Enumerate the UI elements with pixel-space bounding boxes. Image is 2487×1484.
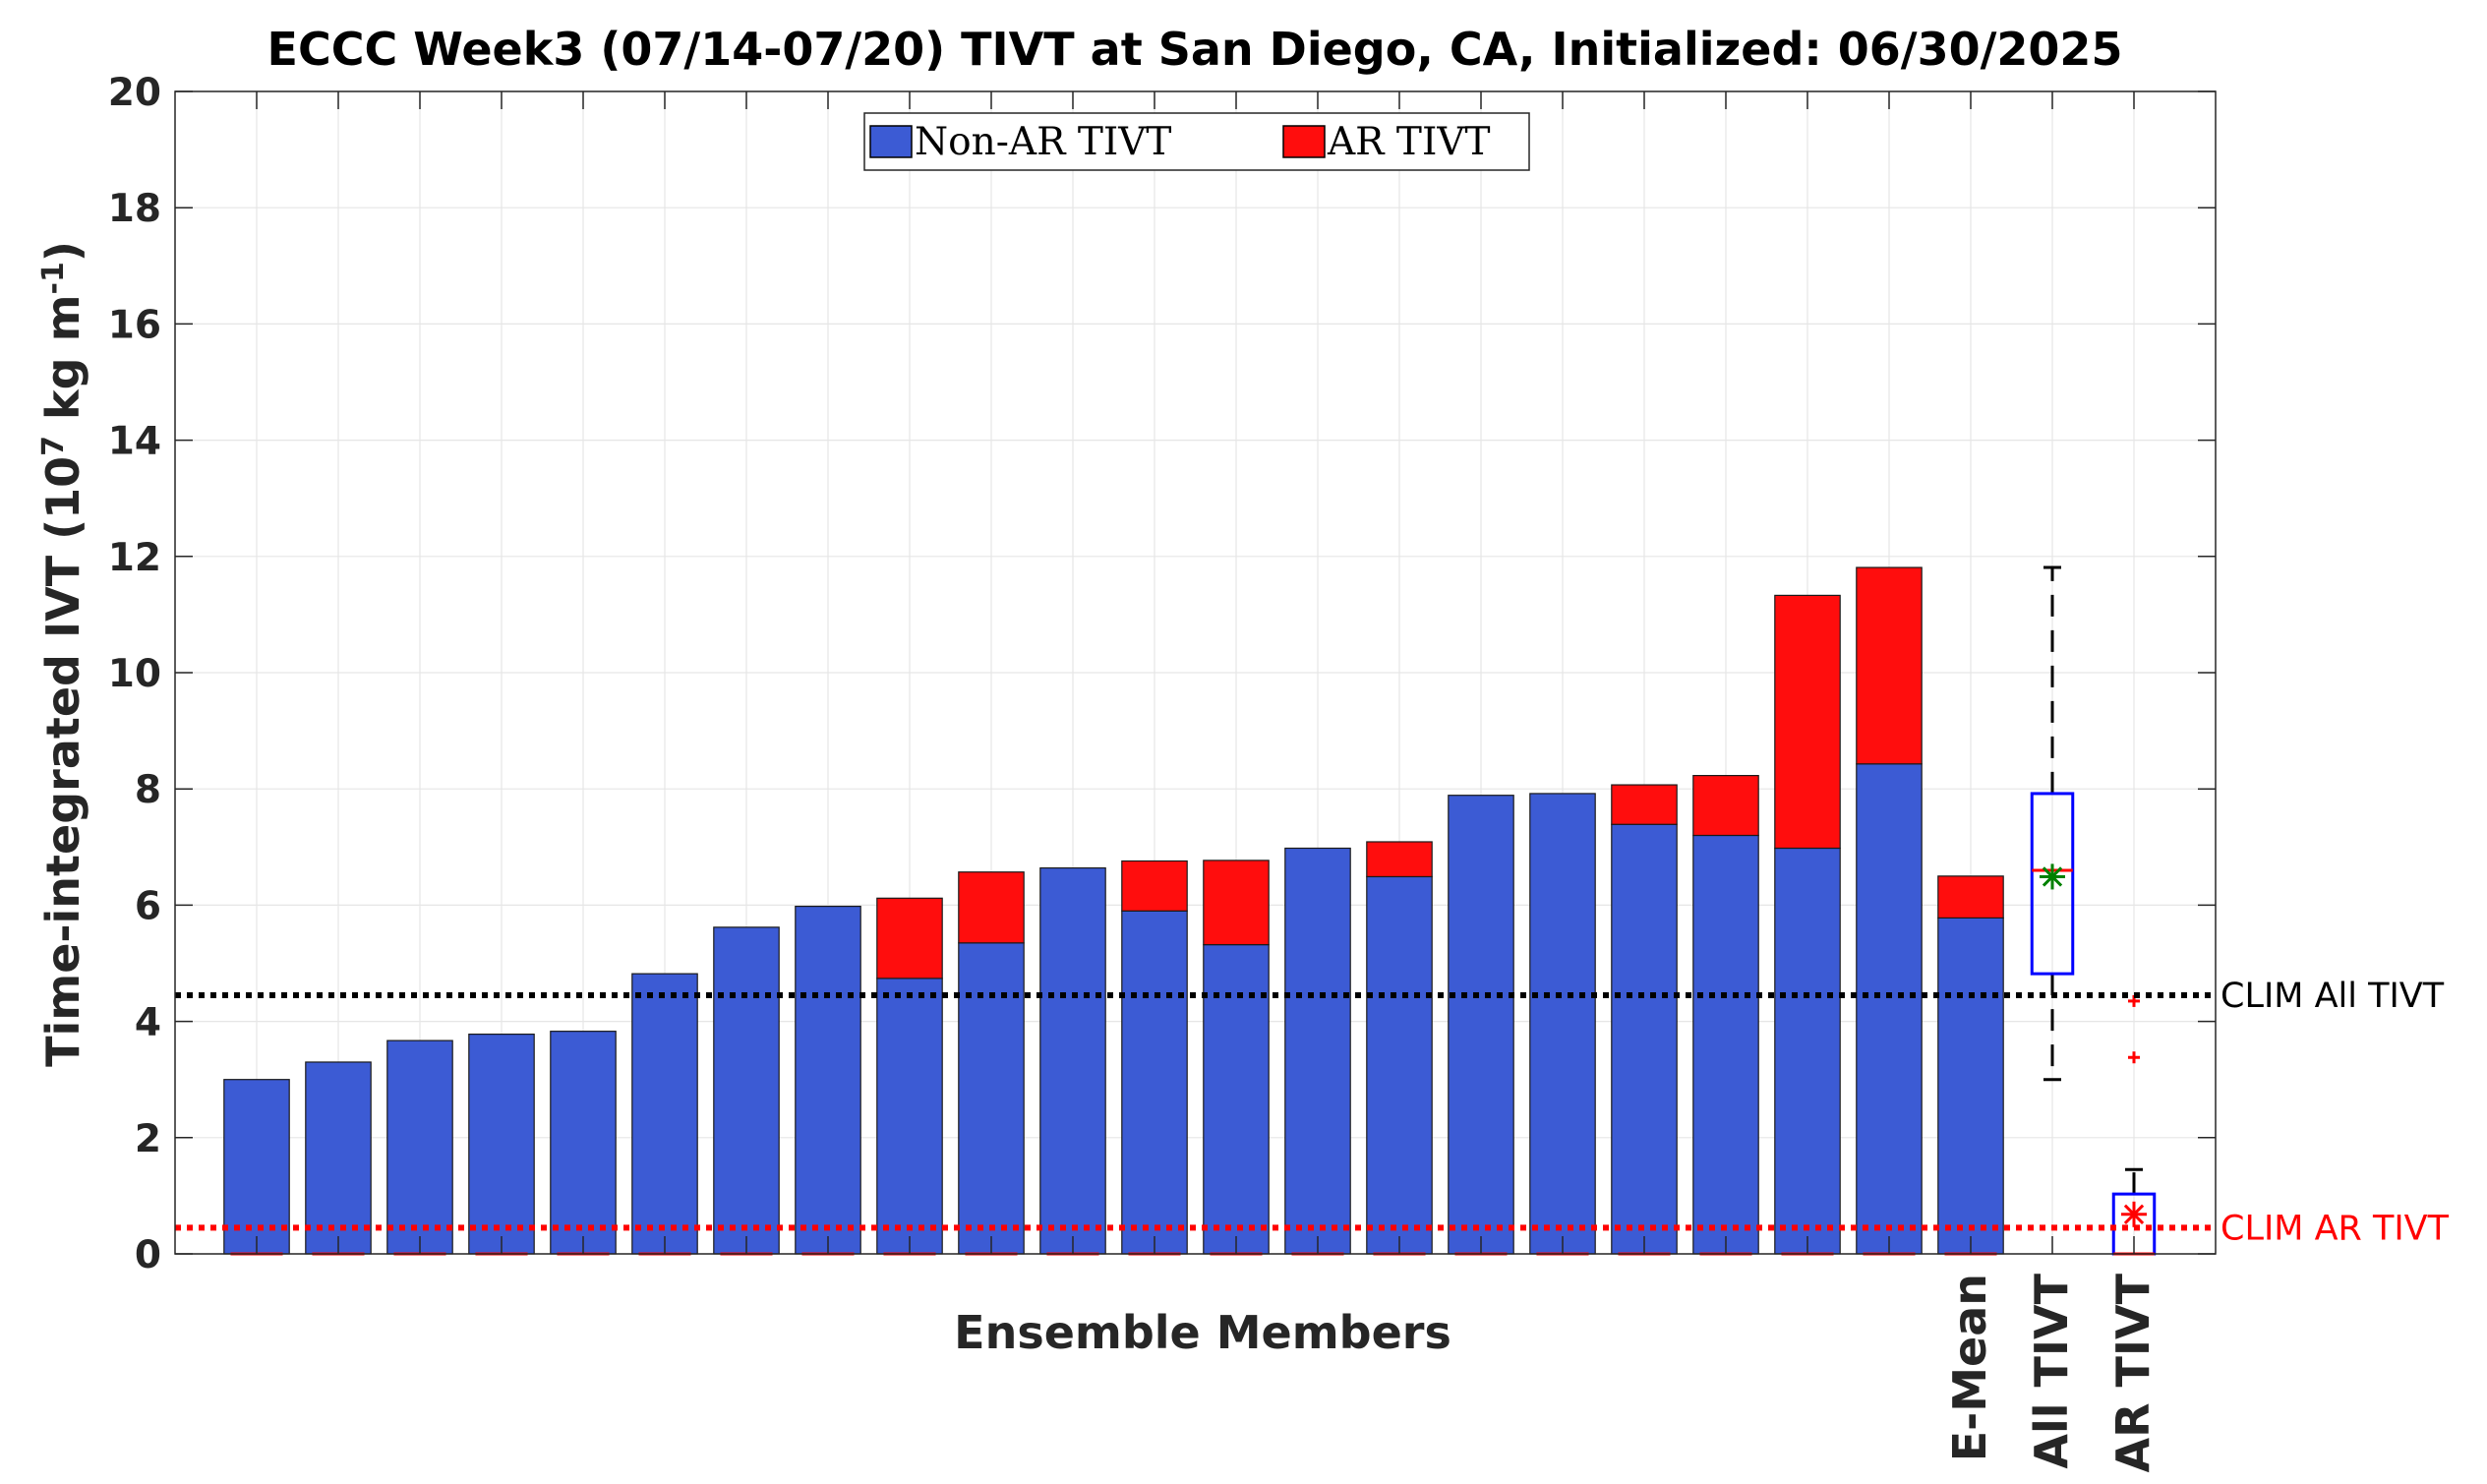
- y-axis-label-main: Time-integrated IVT (10: [36, 456, 89, 1067]
- legend-label-ar: AR TIVT: [1327, 120, 1491, 164]
- y-tick-label: 18: [108, 187, 161, 231]
- x-category-label: AR TIVT: [2106, 1273, 2160, 1472]
- bar-non-ar: [550, 1031, 617, 1255]
- bar-non-ar: [1284, 847, 1351, 1255]
- bar-non-ar: [876, 978, 943, 1255]
- bar-ar: [1366, 841, 1433, 878]
- legend-swatch-ar: [1282, 125, 1326, 158]
- y-axis-label-end: ): [36, 241, 89, 262]
- chart-title: ECCC Week3 (07/14-07/20) TIVT at San Die…: [267, 23, 2123, 76]
- legend-box: [863, 112, 1530, 171]
- bar-non-ar: [1039, 866, 1106, 1255]
- bar-non-ar: [1856, 763, 1923, 1255]
- bar-non-ar: [305, 1061, 372, 1255]
- bar-non-ar: [468, 1034, 535, 1255]
- bar-non-ar: [1448, 795, 1514, 1255]
- bar-non-ar: [1611, 823, 1678, 1255]
- x-category-label: E-Mean: [1943, 1274, 1996, 1461]
- bar-non-ar: [1121, 910, 1188, 1255]
- y-ticks: 0 2 4 6 8 10 12 14 16 18 20: [108, 71, 2216, 1277]
- x-category-labels: E-Mean All TIVT AR TIVT: [1943, 1273, 2160, 1472]
- y-tick-label: 6: [135, 884, 161, 928]
- bar-non-ar: [1937, 917, 2004, 1255]
- bars: [223, 566, 2004, 1256]
- bar-ar: [1692, 775, 1759, 837]
- x-axis-label: Ensemble Members: [954, 1306, 1451, 1359]
- bar-ar: [1203, 860, 1270, 946]
- bar-ar: [1611, 784, 1678, 825]
- y-tick-label: 0: [135, 1233, 161, 1277]
- bar-non-ar: [386, 1039, 453, 1255]
- box-mean-marker: [2040, 863, 2065, 890]
- boxplots: [2030, 565, 2157, 1256]
- bar-non-ar: [713, 926, 780, 1255]
- bar-non-ar: [223, 1079, 290, 1255]
- reference-lines: CLIM All TIVT CLIM AR TIVT: [175, 977, 2450, 1248]
- y-tick-label: 14: [108, 420, 161, 464]
- y-tick-label: 20: [108, 71, 161, 115]
- y-tick-label: 4: [135, 1001, 161, 1045]
- box-mean-marker: [2121, 1201, 2147, 1227]
- y-tick-label: 2: [135, 1117, 161, 1161]
- bar-ar: [876, 897, 943, 979]
- bar-ar: [1856, 566, 1923, 765]
- y-axis-label-sup2: -1: [36, 262, 71, 294]
- box: [2030, 792, 2075, 976]
- legend-swatch-non-ar: [869, 125, 913, 158]
- bar-non-ar: [958, 942, 1025, 1255]
- bar-non-ar: [631, 973, 698, 1255]
- bar-non-ar: [1366, 875, 1433, 1255]
- bar-non-ar: [1774, 847, 1841, 1255]
- bar-non-ar: [1203, 943, 1270, 1255]
- y-tick-label: 12: [108, 536, 161, 580]
- bar-non-ar: [1692, 834, 1759, 1255]
- box-outlier: [2128, 1051, 2140, 1064]
- y-tick-label: 10: [108, 652, 161, 696]
- bar-non-ar: [1529, 793, 1596, 1255]
- reference-line-label: CLIM AR TIVT: [2221, 1209, 2450, 1248]
- bar-ar: [1774, 594, 1841, 850]
- bar-non-ar: [795, 905, 861, 1255]
- y-tick-label: 16: [108, 303, 161, 347]
- y-tick-label: 8: [135, 768, 161, 812]
- bar-ar: [1937, 875, 2004, 920]
- y-axis-label-sup1: 7: [36, 436, 71, 456]
- bar-ar: [958, 871, 1025, 944]
- y-axis-label-mid: kg m: [36, 295, 89, 436]
- x-category-label: All TIVT: [2025, 1273, 2078, 1468]
- reference-line-label: CLIM All TIVT: [2221, 977, 2445, 1016]
- legend: Non-AR TIVT AR TIVT: [863, 112, 1530, 171]
- legend-label-non-ar: Non-AR TIVT: [915, 120, 1171, 164]
- bar-ar: [1121, 860, 1188, 912]
- y-axis-label: Time-integrated IVT (107 kg m-1): [36, 241, 89, 1067]
